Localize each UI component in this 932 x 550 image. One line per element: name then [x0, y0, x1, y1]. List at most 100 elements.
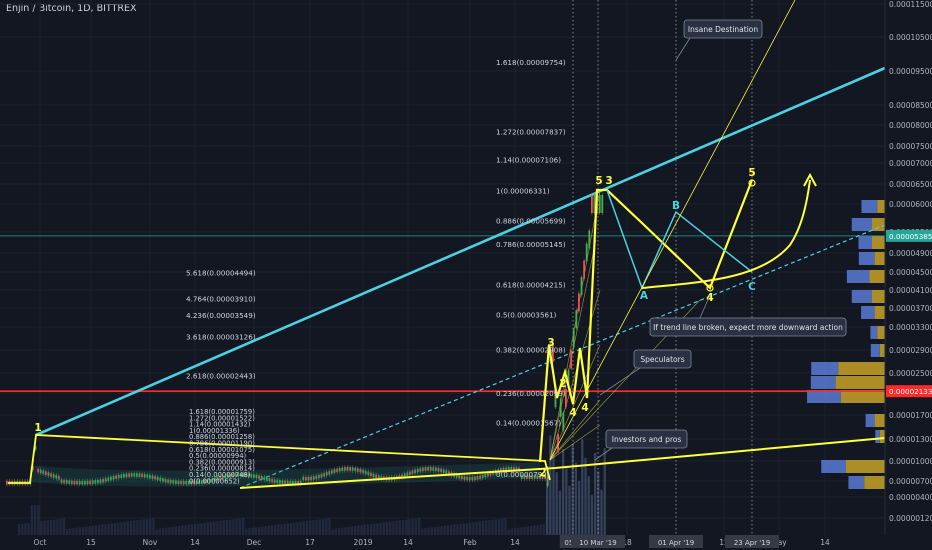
fib-label: 0.618(0.00004215) [496, 281, 566, 290]
volume-bar [50, 520, 53, 535]
volume-bar [523, 526, 526, 535]
volume-bar [565, 467, 568, 535]
callout-box [649, 317, 847, 337]
volume-bar [120, 522, 123, 535]
wave-label: C [748, 281, 756, 293]
fib-label: 2.618(0.00002443) [186, 372, 256, 381]
fib-label: 0.382(0.00002908) [496, 346, 566, 355]
volume-bar [603, 448, 606, 535]
volume-bar [491, 519, 494, 535]
volume-bar [562, 449, 565, 535]
fib-label: 0.786(0.00005145) [496, 240, 566, 249]
wave-triangle-top [8, 434, 551, 484]
volume-bar [398, 520, 401, 535]
projection-curve [641, 179, 811, 289]
volume-bar [18, 524, 21, 535]
wave-label: 4 [581, 402, 588, 414]
volume-bar [91, 525, 94, 535]
volume-bars [18, 435, 606, 535]
x-tick-label: 14 [820, 538, 830, 547]
volume-bar [581, 439, 584, 535]
volume-bar [62, 518, 65, 535]
y-tick-label: 0.00002500 [889, 369, 932, 378]
volume-bar [75, 527, 78, 535]
vp-bar-blue [858, 252, 875, 265]
wave-point [706, 284, 714, 292]
volume-bar [568, 485, 571, 535]
volume-bar [405, 519, 408, 535]
fib-label: 0(0.00000792) [496, 470, 550, 479]
x-tick-label: 18 [622, 538, 632, 547]
callout-box [633, 349, 692, 369]
volume-bar [152, 518, 155, 535]
wave-count-path [538, 179, 754, 463]
volume-bar [427, 527, 430, 535]
volume-bar [440, 526, 443, 535]
volume-bar [418, 518, 421, 535]
volume-bar [187, 524, 190, 535]
volume-bar [267, 525, 270, 535]
vp-bar-gold [838, 362, 885, 375]
volume-bar [101, 524, 104, 535]
y-tick-label: 0.00003300 [889, 323, 932, 332]
volume-bar [165, 527, 168, 535]
fib-label: 0.236(0.00002099) [496, 389, 566, 398]
volume-bar [146, 519, 149, 535]
volume-bar [174, 526, 177, 535]
volume-bar [347, 526, 350, 535]
vp-bar-blue [875, 430, 880, 443]
volume-bar [558, 490, 561, 535]
vp-bar-blue [846, 270, 870, 283]
volume-bar [514, 528, 517, 535]
volume-bar [184, 525, 187, 535]
fib-label: 0.14(0.00000748) [189, 471, 251, 479]
volume-bar [248, 528, 251, 535]
marker-label-bg [649, 535, 703, 548]
price-marker-bg [886, 385, 932, 398]
volume-bar [197, 523, 200, 535]
callout-box [605, 429, 688, 449]
volume-bar [446, 525, 449, 535]
x-tick-label: 2019 [353, 538, 372, 547]
price-marker-bg [886, 229, 932, 242]
callout-text: If trend line broken, expect more downwa… [653, 323, 843, 332]
fib-label: 0.886(0.00005699) [496, 217, 566, 226]
y-tick-label: 0.00000400 [889, 493, 932, 502]
x-tick-label: Oct [34, 538, 47, 547]
wave-label: 3 [547, 337, 554, 349]
volume-bar [82, 527, 85, 535]
horizontal-lines [0, 235, 885, 393]
volume-bar [478, 521, 481, 535]
fib-label: 4.764(0.00003910) [186, 294, 256, 303]
y-tick-label: 0.00009500 [889, 67, 932, 76]
volume-bar [590, 494, 593, 535]
wave-point [748, 179, 756, 187]
volume-bar [85, 526, 88, 535]
volume-bar [123, 521, 126, 535]
volume-bar [178, 526, 181, 535]
volume-bar [462, 523, 465, 535]
volume-bar [395, 520, 398, 535]
wave-label: 5 [595, 175, 602, 187]
volume-bar [574, 462, 577, 535]
volume-bar [43, 520, 46, 535]
fib-label: 1(0.00001336) [189, 427, 240, 435]
y-tick-label: 0.00006500 [889, 180, 932, 189]
volume-bar [443, 525, 446, 535]
vp-bar-blue [851, 218, 872, 231]
x-tick-label: 15 [86, 538, 96, 547]
volume-bar [98, 525, 101, 535]
volume-bar [149, 518, 152, 535]
y-tick-label: 0.00004100 [889, 286, 932, 295]
price-axis: 0.00011500 0.00010500 0.00009500 0.00008500… [884, 0, 932, 535]
volume-bar [258, 527, 261, 535]
volume-bar [536, 525, 539, 535]
volume-bar [66, 529, 69, 535]
y-tick-label: 0.00001000 [889, 457, 932, 466]
volume-bar [437, 526, 440, 535]
callout-tail [599, 367, 641, 396]
volume-bar [280, 524, 283, 535]
y-tick-label: 0.00003700 [889, 304, 932, 313]
